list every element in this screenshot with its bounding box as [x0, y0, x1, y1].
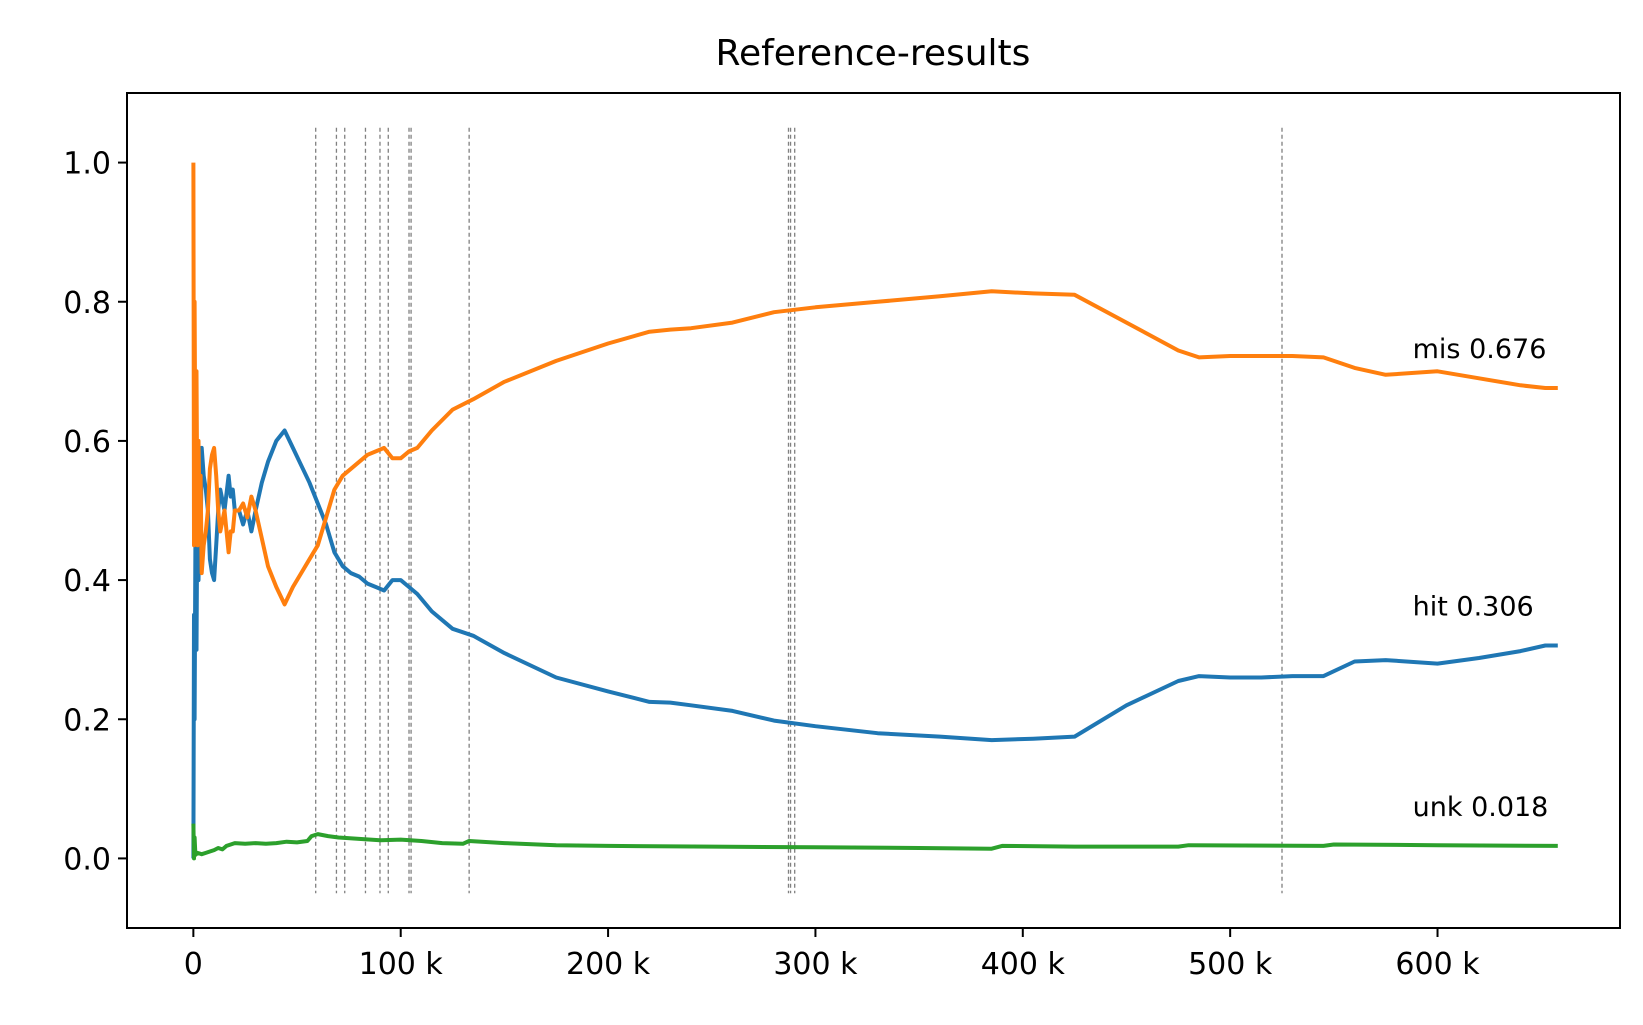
chart-title: Reference-results: [716, 33, 1031, 74]
y-tick-label: 0.0: [63, 842, 111, 877]
series-line-mis: [191, 162, 1558, 607]
series-line-unk: [191, 823, 1558, 861]
series-lines: [191, 162, 1558, 861]
x-tick-label: 400 k: [981, 947, 1066, 982]
x-axis: 0 100 k 200 k 300 k 400 k 500 k 600 k: [184, 928, 1480, 982]
end-label-mis: mis 0.676: [1413, 334, 1547, 365]
y-tick-label: 0.4: [63, 564, 111, 599]
x-tick-label: 600 k: [1395, 947, 1480, 982]
x-tick-label: 200 k: [566, 947, 651, 982]
vertical-marker-lines: [315, 127, 1283, 894]
x-tick-label: 300 k: [773, 947, 858, 982]
plot-frame: [126, 92, 1621, 929]
y-tick-label: 0.6: [63, 425, 111, 460]
x-tick-label: 100 k: [359, 947, 444, 982]
end-label-hit: hit 0.306: [1413, 591, 1534, 622]
series-end-labels: hit 0.306 mis 0.676 unk 0.018: [1413, 334, 1549, 823]
end-label-unk: unk 0.018: [1413, 792, 1549, 823]
y-axis: 0.0 0.2 0.4 0.6 0.8 1.0: [63, 147, 127, 877]
x-tick-label: 0: [184, 947, 203, 982]
series-line-hit: [191, 428, 1558, 859]
y-tick-label: 1.0: [63, 147, 111, 182]
x-tick-label: 500 k: [1188, 947, 1273, 982]
y-tick-label: 0.8: [63, 286, 111, 321]
y-tick-label: 0.2: [63, 703, 111, 738]
